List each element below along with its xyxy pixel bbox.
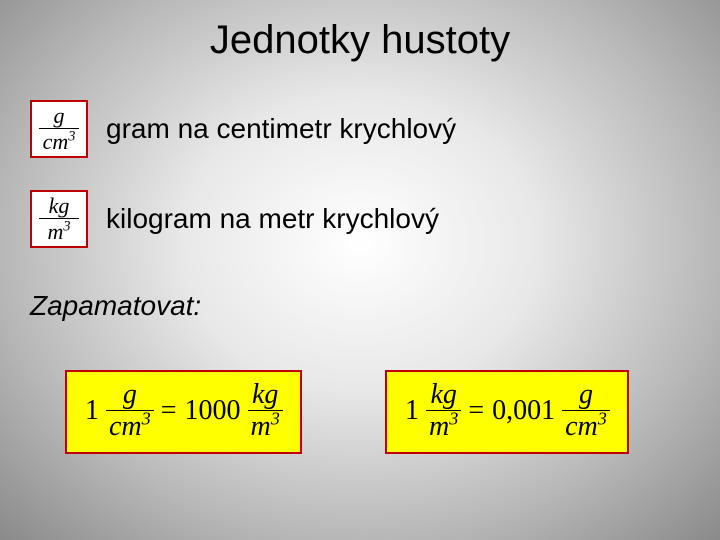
equation-box-2: 1 kg m3 = 0,001 g cm3 (385, 370, 629, 454)
fraction-box-g-cm3: g cm3 (30, 100, 88, 158)
eq1-frac-right-den: m3 (248, 412, 283, 441)
eq2-frac-right: g cm3 (562, 380, 610, 442)
unit-label-gram: gram na centimetr krychlový (106, 113, 456, 145)
fraction-box-kg-m3: kg m3 (30, 190, 88, 248)
eq2-value: 0,001 (492, 395, 555, 427)
unit-row-gram: g cm3 gram na centimetr krychlový (30, 100, 456, 158)
eq1-frac-left-den: cm3 (106, 412, 154, 441)
equals-sign: = (161, 395, 177, 427)
eq1-frac-right-num: kg (249, 380, 281, 409)
eq1-frac-left-num: g (120, 380, 140, 409)
fraction-numerator: kg (47, 194, 72, 217)
eq2-frac-left: kg m3 (426, 380, 461, 442)
eq2-frac-right-den: cm3 (562, 412, 610, 441)
remember-heading: Zapamatovat: (30, 290, 201, 322)
eq2-frac-right-num: g (576, 380, 596, 409)
equation-box-1: 1 g cm3 = 1000 kg m3 (65, 370, 302, 454)
equals-sign: = (468, 395, 484, 427)
unit-label-kilogram: kilogram na metr krychlový (106, 203, 439, 235)
eq2-lead: 1 (405, 395, 419, 427)
slide: Jednotky hustoty g cm3 gram na centimetr… (0, 0, 720, 540)
eq1-value: 1000 (185, 395, 241, 427)
eq1-lead: 1 (85, 395, 99, 427)
fraction-denominator: m3 (45, 220, 72, 243)
eq2-frac-left-den: m3 (426, 412, 461, 441)
eq1-frac-right: kg m3 (248, 380, 283, 442)
eq1-frac-left: g cm3 (106, 380, 154, 442)
fraction-numerator: g (52, 104, 67, 127)
page-title: Jednotky hustoty (0, 18, 720, 63)
fraction-denominator: cm3 (41, 130, 78, 153)
eq2-frac-left-num: kg (427, 380, 459, 409)
unit-row-kilogram: kg m3 kilogram na metr krychlový (30, 190, 439, 248)
